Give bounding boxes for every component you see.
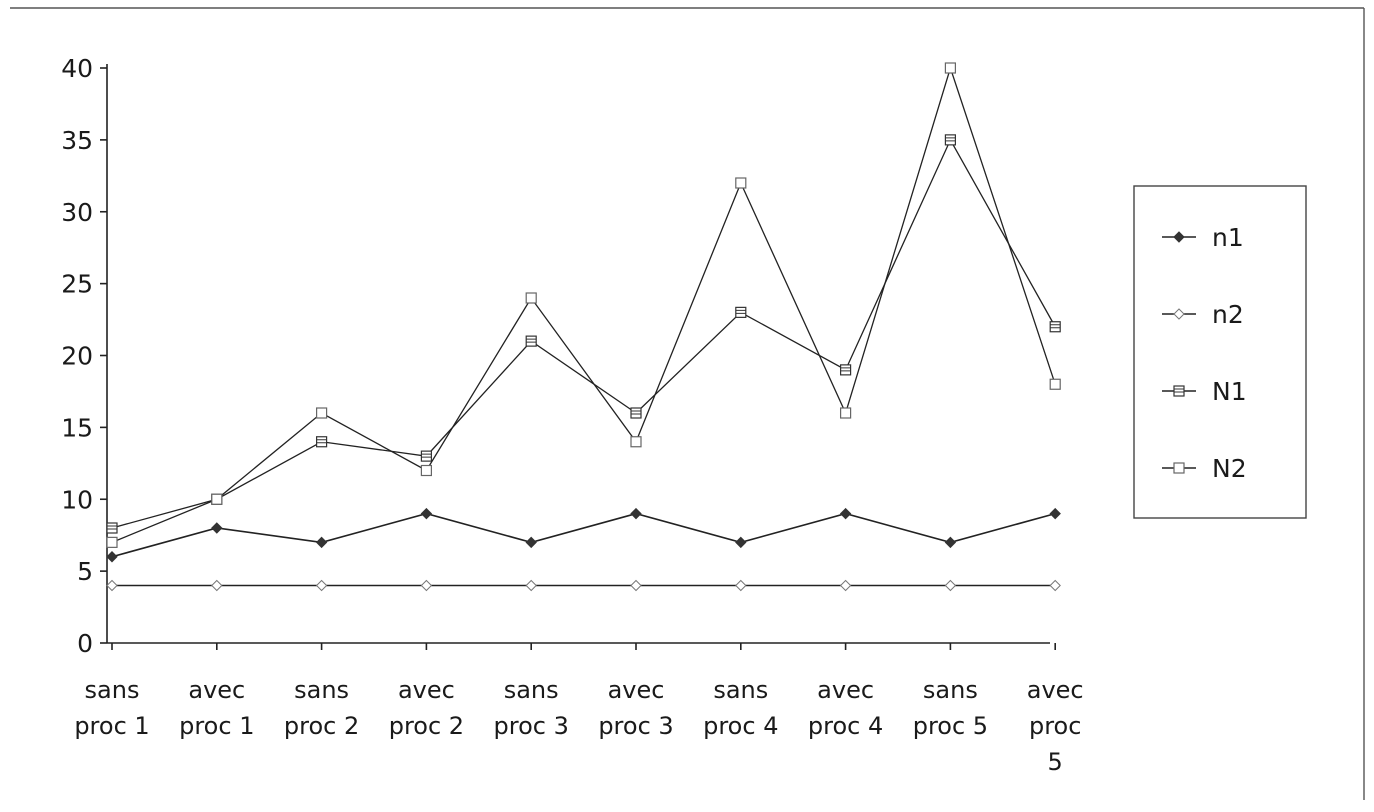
x-tick-label: avec bbox=[608, 676, 665, 704]
data-point-n2 bbox=[525, 579, 537, 592]
data-point-n1 bbox=[839, 507, 852, 520]
y-tick-label: 40 bbox=[61, 54, 93, 83]
x-tick-label: proc bbox=[1029, 712, 1081, 740]
legend-label: N1 bbox=[1212, 377, 1247, 406]
x-tick-label: avec bbox=[817, 676, 874, 704]
y-tick-label: 5 bbox=[77, 557, 93, 586]
y-tick-label: 20 bbox=[61, 342, 93, 371]
data-point-N1 bbox=[420, 450, 432, 462]
legend-marker-n2 bbox=[1173, 308, 1185, 320]
x-tick-label: sans bbox=[85, 676, 140, 704]
series-N2 bbox=[106, 62, 1061, 548]
data-point-N1 bbox=[630, 407, 642, 419]
x-tick-label: proc 4 bbox=[808, 712, 883, 740]
data-point-N2 bbox=[106, 536, 118, 548]
legend-item-N1: N1 bbox=[1162, 377, 1247, 406]
legend-label: n1 bbox=[1212, 223, 1244, 252]
data-point-N1 bbox=[525, 335, 537, 347]
legend-item-N2: N2 bbox=[1162, 454, 1247, 483]
data-point-n1 bbox=[944, 536, 957, 549]
data-point-n1 bbox=[630, 507, 642, 520]
data-point-N1 bbox=[106, 522, 118, 534]
x-tick-label: proc 1 bbox=[74, 712, 149, 740]
data-point-N2 bbox=[420, 464, 432, 477]
data-point-n2 bbox=[839, 579, 852, 592]
data-point-N2 bbox=[1049, 378, 1061, 390]
series-n1 bbox=[106, 507, 1061, 563]
x-tick-label: proc 4 bbox=[703, 712, 778, 740]
data-point-n1 bbox=[211, 522, 223, 534]
x-tick-label: proc 3 bbox=[494, 712, 569, 740]
x-tick-label: proc 5 bbox=[913, 712, 988, 740]
data-point-N1 bbox=[839, 364, 852, 376]
series-line-n1 bbox=[111, 512, 1056, 558]
data-point-N1 bbox=[1049, 321, 1061, 333]
data-point-n2 bbox=[106, 579, 118, 592]
data-point-n1 bbox=[1049, 507, 1061, 520]
x-tick-label: avec bbox=[188, 676, 245, 704]
y-tick-label: 0 bbox=[77, 629, 93, 658]
x-tick-label: avec bbox=[398, 676, 455, 704]
legend: n1 n2 N1 N2 bbox=[1133, 185, 1307, 519]
y-tick-label: 15 bbox=[61, 413, 93, 442]
data-point-n2 bbox=[735, 579, 747, 592]
x-tick-label: proc 1 bbox=[179, 712, 254, 740]
legend-marker-n1 bbox=[1173, 231, 1185, 243]
x-tick-label: proc 3 bbox=[598, 712, 673, 740]
data-point-N1 bbox=[316, 436, 328, 448]
y-tick-label: 10 bbox=[61, 485, 93, 514]
data-point-n2 bbox=[944, 579, 957, 592]
x-tick-label: avec bbox=[1027, 676, 1084, 704]
y-tick-label: 30 bbox=[61, 198, 93, 227]
x-tick-label: sans bbox=[713, 676, 768, 704]
data-point-n2 bbox=[315, 579, 328, 592]
data-point-N1 bbox=[735, 306, 747, 318]
legend-item-n2: n2 bbox=[1162, 300, 1244, 329]
series-n2 bbox=[106, 579, 1061, 592]
legend-marker-N2 bbox=[1173, 462, 1185, 474]
x-tick-label: sans bbox=[294, 676, 349, 704]
data-point-n2 bbox=[630, 579, 642, 592]
series-line-N1 bbox=[111, 138, 1056, 529]
data-point-n1 bbox=[525, 536, 537, 549]
x-tick-label: proc 2 bbox=[389, 712, 464, 740]
legend-label: n2 bbox=[1212, 300, 1244, 329]
data-point-N2 bbox=[630, 436, 642, 448]
series-line-N2 bbox=[111, 65, 1056, 543]
data-point-N2 bbox=[211, 493, 223, 505]
y-tick-label: 25 bbox=[61, 270, 93, 299]
legend-label: N2 bbox=[1212, 454, 1247, 483]
data-point-n1 bbox=[420, 507, 433, 520]
legend-marker-N1 bbox=[1173, 385, 1185, 397]
x-tick-label: 5 bbox=[1048, 748, 1063, 776]
data-point-n1 bbox=[735, 536, 747, 549]
data-point-N1 bbox=[944, 134, 957, 146]
data-point-N2 bbox=[944, 62, 957, 74]
x-tick-label: sans bbox=[504, 676, 559, 704]
data-point-N2 bbox=[525, 292, 537, 304]
legend-item-n1: n1 bbox=[1162, 223, 1244, 252]
data-point-N2 bbox=[316, 407, 328, 419]
data-point-n1 bbox=[106, 551, 118, 563]
data-point-n2 bbox=[211, 579, 223, 592]
y-tick-label: 35 bbox=[61, 126, 93, 155]
data-point-n2 bbox=[420, 579, 433, 592]
series-N1 bbox=[106, 134, 1061, 534]
x-tick-label: sans bbox=[923, 676, 978, 704]
data-point-N2 bbox=[735, 177, 747, 189]
data-point-N2 bbox=[839, 407, 852, 419]
data-point-n1 bbox=[315, 536, 328, 549]
data-point-n2 bbox=[1049, 579, 1061, 592]
legend-box bbox=[1133, 185, 1307, 519]
x-tick-label: proc 2 bbox=[284, 712, 359, 740]
